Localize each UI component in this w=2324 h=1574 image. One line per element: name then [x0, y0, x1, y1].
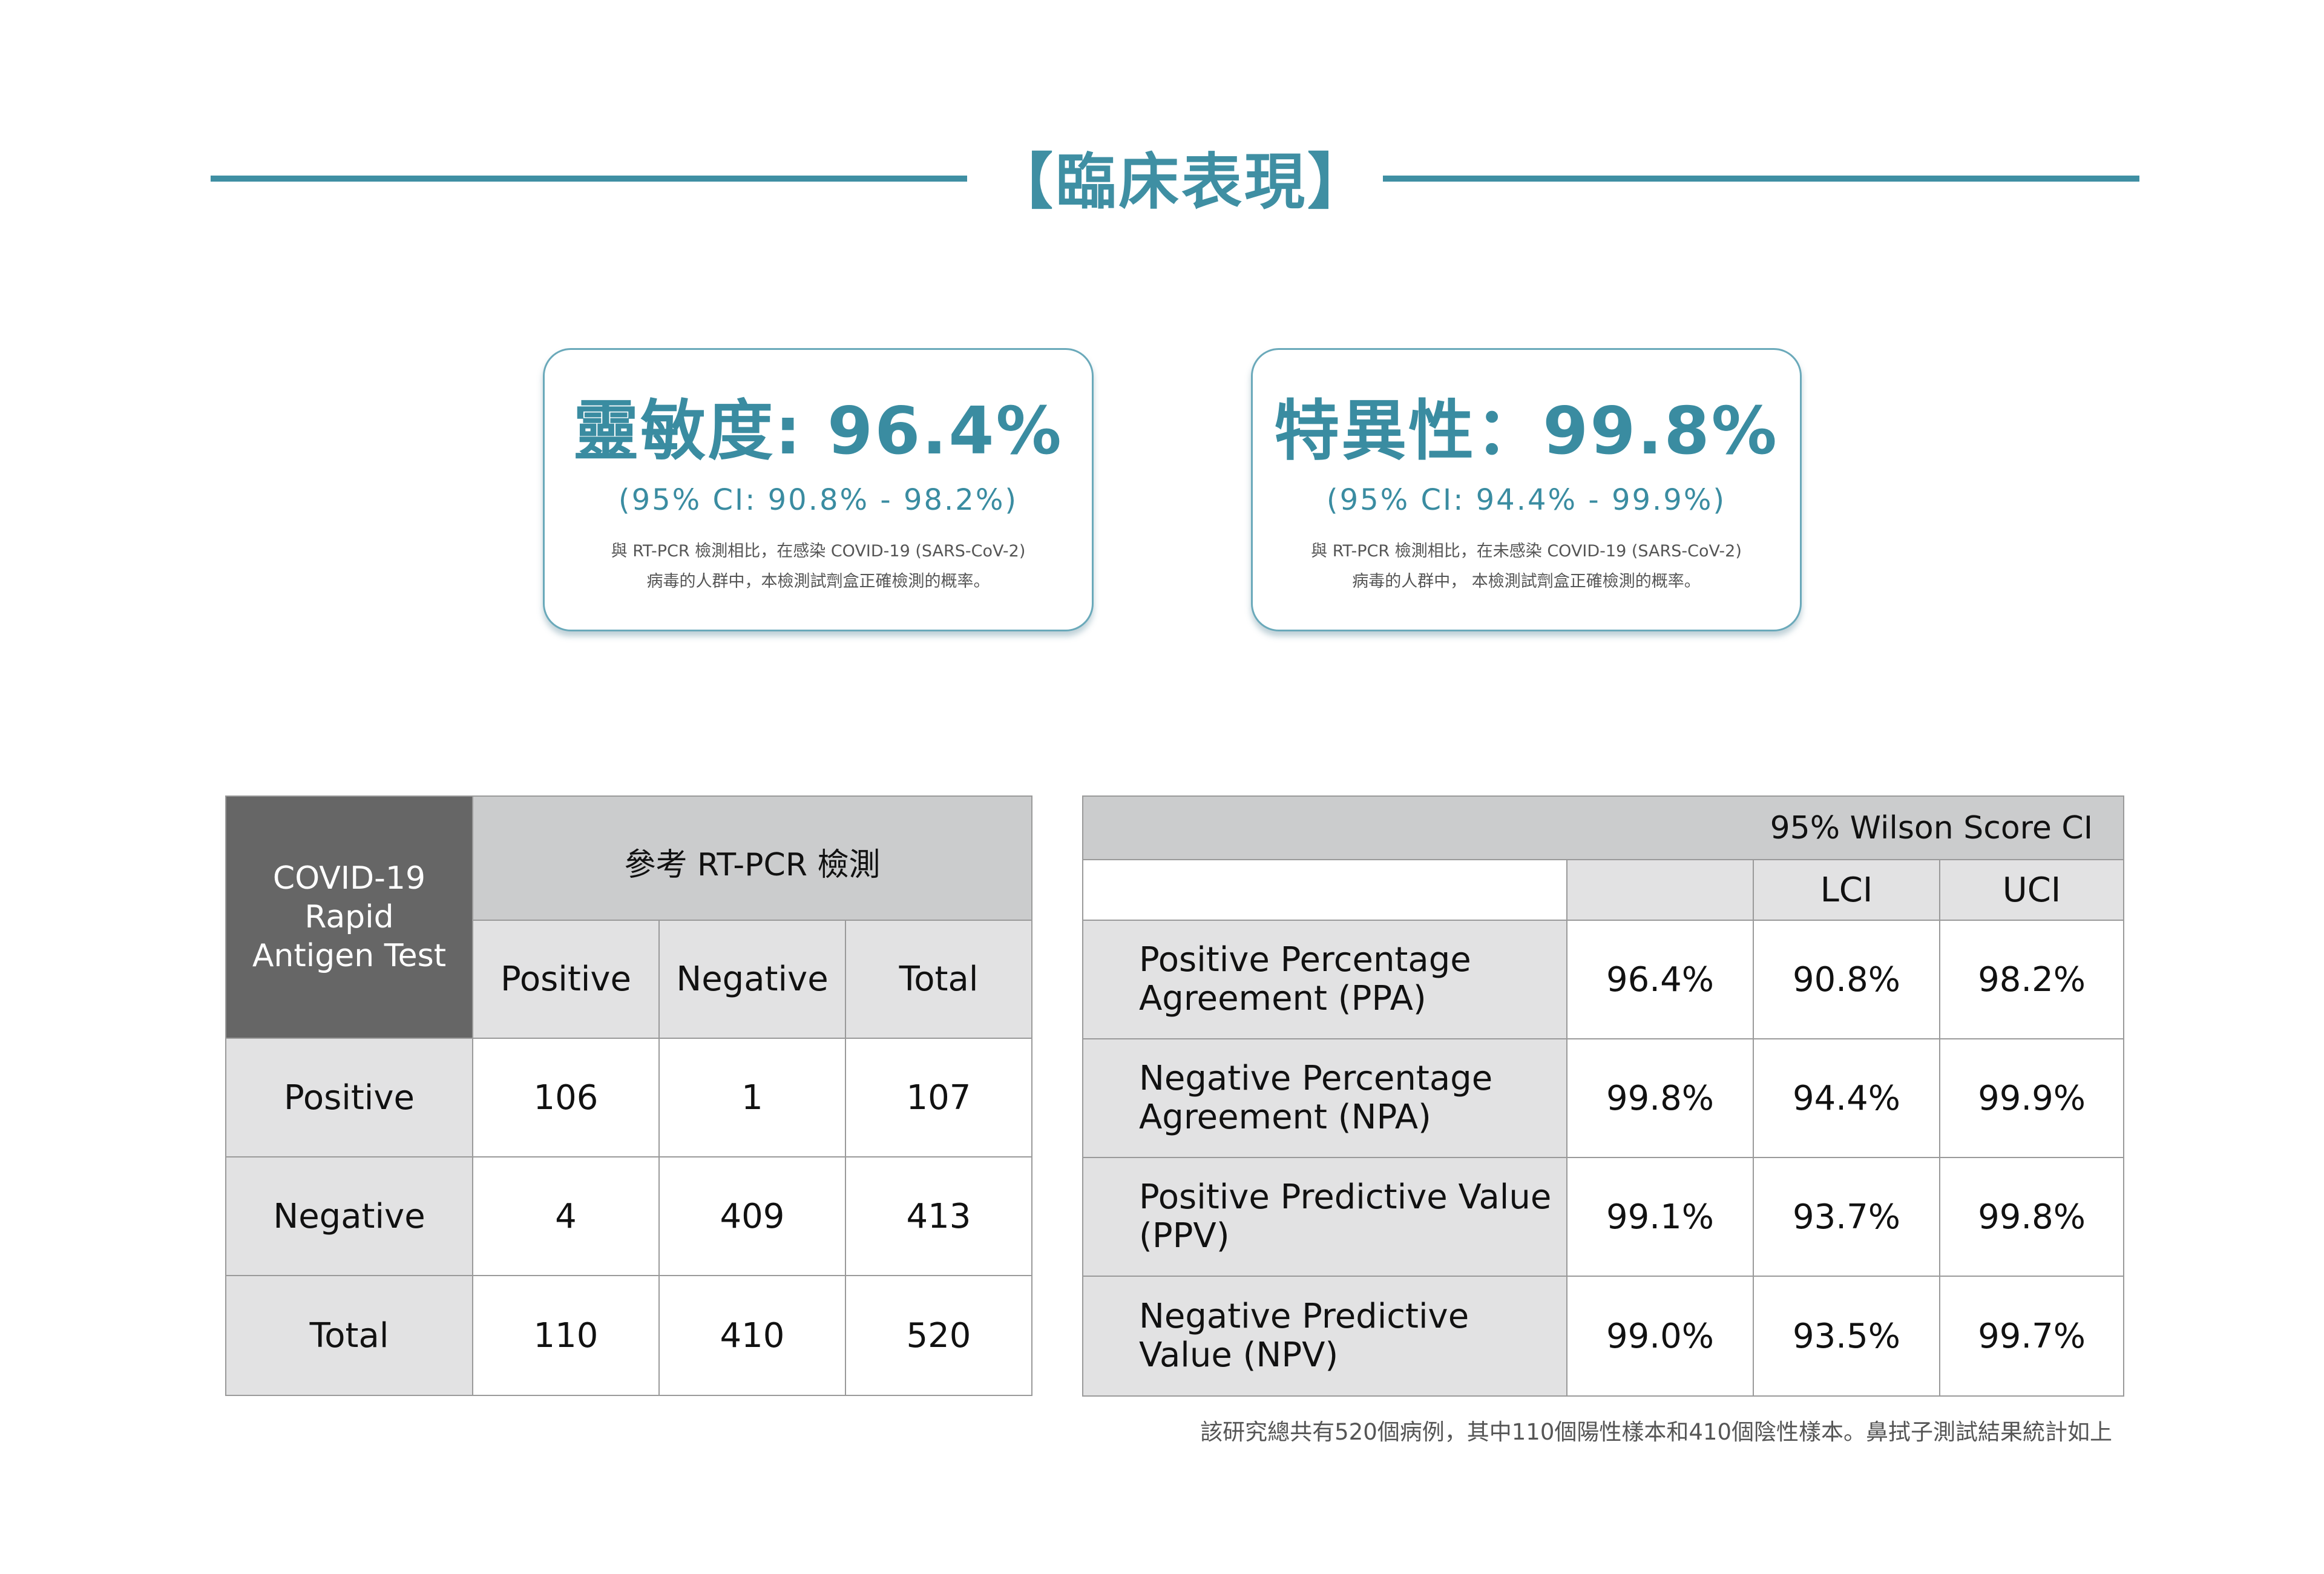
contingency-table: COVID-19 Rapid Antigen Test 參考 RT-PCR 檢測…: [225, 795, 1032, 1396]
metric-label: Negative Percentage Agreement (NPA): [1082, 1038, 1567, 1158]
page-title: 【臨床表現】: [993, 146, 1370, 217]
col-header-negative: Negative: [658, 920, 846, 1039]
title-rule-left: [211, 176, 967, 182]
metric-lci: 93.5%: [1753, 1276, 1940, 1397]
specificity-desc-line2: 病毒的人群中， 本檢測試劑盒正確檢測的概率。: [1352, 572, 1701, 591]
metric-lci: 94.4%: [1753, 1038, 1940, 1158]
sensitivity-metric: 靈敏度: 96.4%: [573, 394, 1063, 469]
metric-value: 99.1%: [1566, 1157, 1754, 1277]
sensitivity-card: 靈敏度: 96.4% (95% CI: 90.8% - 98.2%) 與 RT-…: [543, 348, 1094, 631]
sensitivity-desc-line1: 與 RT-PCR 檢測相比，在感染 COVID-19 (SARS-CoV-2): [611, 542, 1026, 561]
uci-header: UCI: [1938, 859, 2125, 921]
specificity-metric: 特異性：99.8%: [1274, 394, 1779, 469]
table-cell: 520: [845, 1275, 1032, 1396]
col-header-total: Total: [845, 920, 1032, 1039]
table-cell: 410: [658, 1275, 846, 1396]
table-row: Negative 4 409 413: [225, 1156, 1032, 1276]
table-row: Total 110 410 520: [225, 1275, 1032, 1396]
value-header-cell: [1566, 859, 1754, 921]
specificity-card: 特異性：99.8% (95% CI: 94.4% - 99.9%) 與 RT-P…: [1251, 348, 1802, 631]
table-cell: 106: [472, 1038, 660, 1157]
metric-uci: 99.7%: [1938, 1276, 2125, 1397]
table-row: Positive 106 1 107: [225, 1038, 1032, 1157]
col-header-positive: Positive: [472, 920, 660, 1039]
title-rule-right: [1383, 176, 2139, 182]
sensitivity-desc-line2: 病毒的人群中，本檢測試劑盒正確檢測的概率。: [646, 572, 990, 591]
metric-label: Positive Predictive Value (PPV): [1082, 1157, 1567, 1277]
reference-header: 參考 RT-PCR 檢測: [472, 795, 1032, 921]
metric-value: 96.4%: [1566, 920, 1754, 1039]
row-header: Total: [225, 1275, 473, 1396]
table-row: Positive Percentage Agreement (PPA) 96.4…: [1082, 920, 2125, 1039]
metric-uci: 98.2%: [1938, 920, 2125, 1039]
table-row: Negative Percentage Agreement (NPA) 99.8…: [1082, 1038, 2125, 1158]
metric-label: Negative Predictive Value (NPV): [1082, 1276, 1567, 1397]
specificity-description: 與 RT-PCR 檢測相比，在未感染 COVID-19 (SARS-CoV-2)…: [1253, 536, 1800, 597]
table-row: Positive Predictive Value (PPV) 99.1% 93…: [1082, 1157, 2125, 1277]
metric-value: 99.0%: [1566, 1276, 1754, 1397]
metric-value: 99.8%: [1566, 1038, 1754, 1158]
sensitivity-description: 與 RT-PCR 檢測相比，在感染 COVID-19 (SARS-CoV-2) …: [545, 536, 1092, 597]
specificity-ci: (95% CI: 94.4% - 99.9%): [1326, 483, 1727, 517]
blank-header-cell: [1082, 859, 1567, 921]
table-cell: 110: [472, 1275, 660, 1396]
row-header: Negative: [225, 1156, 473, 1276]
table-cell: 4: [472, 1156, 660, 1276]
sensitivity-ci: (95% CI: 90.8% - 98.2%): [618, 483, 1019, 517]
specificity-desc-line1: 與 RT-PCR 檢測相比，在未感染 COVID-19 (SARS-CoV-2): [1311, 542, 1742, 561]
footnote: 該研究總共有520個病例，其中110個陽性樣本和410個陰性樣本。鼻拭子測試結果…: [1200, 1419, 2112, 1445]
wilson-ci-table: 95% Wilson Score CI LCI UCI Positive Per…: [1082, 795, 2125, 1397]
wilson-header: 95% Wilson Score CI: [1082, 795, 2125, 860]
metric-lci: 93.7%: [1753, 1157, 1940, 1277]
metric-uci: 99.9%: [1938, 1038, 2125, 1158]
lci-header: LCI: [1753, 859, 1940, 921]
table-cell: 107: [845, 1038, 1032, 1157]
table-cell: 409: [658, 1156, 846, 1276]
corner-header-text: COVID-19 Rapid Antigen Test: [252, 860, 447, 974]
corner-header: COVID-19 Rapid Antigen Test: [225, 795, 473, 1039]
metric-uci: 99.8%: [1938, 1157, 2125, 1277]
row-header: Positive: [225, 1038, 473, 1157]
table-cell: 1: [658, 1038, 846, 1157]
table-cell: 413: [845, 1156, 1032, 1276]
table-row: Negative Predictive Value (NPV) 99.0% 93…: [1082, 1276, 2125, 1397]
metric-label: Positive Percentage Agreement (PPA): [1082, 920, 1567, 1039]
metric-lci: 90.8%: [1753, 920, 1940, 1039]
